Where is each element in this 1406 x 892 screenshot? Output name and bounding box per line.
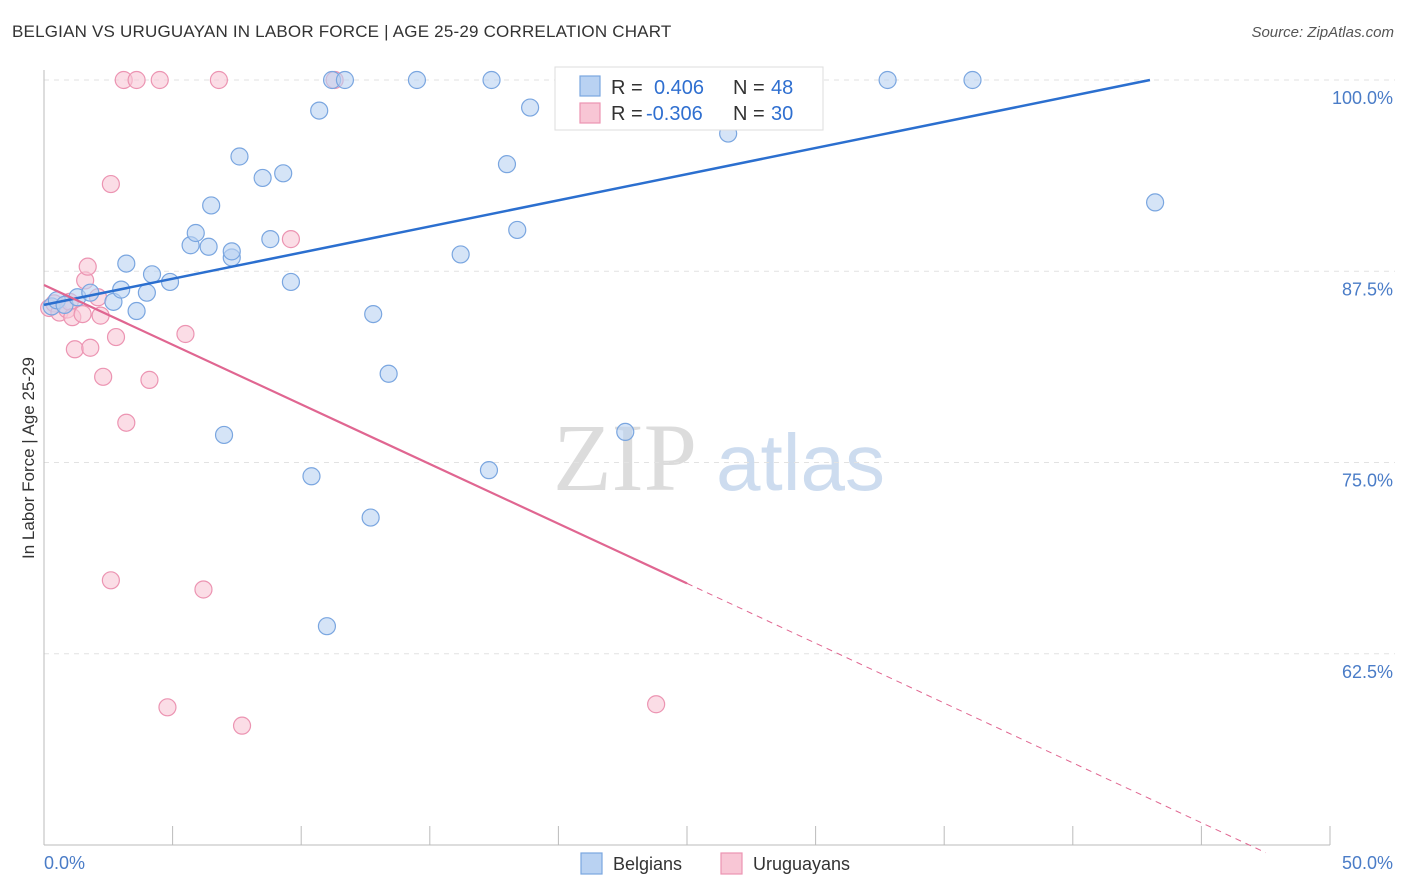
belgian-point-42 bbox=[1147, 194, 1164, 211]
belgian-point-33 bbox=[480, 462, 497, 479]
belgian-point-23 bbox=[311, 102, 328, 119]
belgian-point-28 bbox=[408, 72, 425, 89]
uruguayan-point-24 bbox=[102, 572, 119, 589]
belgian-point-8 bbox=[128, 303, 145, 320]
y-axis-label: In Labor Force | Age 25-29 bbox=[19, 357, 38, 559]
uruguayan-point-17 bbox=[141, 371, 158, 388]
belgian-point-31 bbox=[498, 156, 515, 173]
stats-legend: R = 0.406 N = 48 R = -0.306 N = 30 bbox=[555, 67, 823, 130]
belgian-point-17 bbox=[223, 243, 240, 260]
uruguayan-point-28 bbox=[648, 696, 665, 713]
belgian-point-43 bbox=[216, 426, 233, 443]
scatter-chart: ZIP atlas In Labor Force | Age 25-29 62.… bbox=[0, 0, 1406, 892]
legend-n-value-2: 30 bbox=[771, 103, 793, 125]
uruguayan-point-6 bbox=[66, 341, 83, 358]
belgian-point-9 bbox=[138, 284, 155, 301]
belgian-point-11 bbox=[162, 273, 179, 290]
belgian-point-27 bbox=[380, 365, 397, 382]
uruguayan-point-27 bbox=[234, 717, 251, 734]
legend-n-label-1: N = bbox=[733, 77, 765, 99]
belgian-point-25 bbox=[336, 72, 353, 89]
belgian-point-22 bbox=[282, 273, 299, 290]
belgian-points bbox=[43, 72, 1163, 635]
belgian-point-40 bbox=[879, 72, 896, 89]
belgian-point-10 bbox=[144, 266, 161, 283]
uruguayan-point-18 bbox=[151, 72, 168, 89]
belgian-point-32 bbox=[522, 99, 539, 116]
uruguayan-trend-extension bbox=[687, 583, 1266, 852]
x-ticks bbox=[44, 826, 1330, 845]
belgian-point-26 bbox=[365, 306, 382, 323]
uruguayan-point-9 bbox=[82, 339, 99, 356]
uruguayan-point-22 bbox=[282, 231, 299, 248]
belgian-point-41 bbox=[964, 72, 981, 89]
belgian-point-21 bbox=[275, 165, 292, 182]
legend-swatch-belgians bbox=[580, 76, 600, 96]
uruguayan-point-25 bbox=[195, 581, 212, 598]
uruguayan-point-13 bbox=[102, 176, 119, 193]
uruguayan-point-23 bbox=[118, 414, 135, 431]
gridlines bbox=[44, 80, 1395, 654]
y-tick-label-0: 62.5% bbox=[1342, 662, 1393, 682]
bottom-legend-belgians: Belgians bbox=[613, 854, 682, 874]
belgian-point-45 bbox=[362, 509, 379, 526]
uruguayan-point-12 bbox=[95, 368, 112, 385]
belgian-point-7 bbox=[118, 255, 135, 272]
x-tick-label-min: 0.0% bbox=[44, 853, 85, 873]
legend-r-value-1: 0.406 bbox=[654, 77, 704, 99]
legend-r-label-1: R = bbox=[611, 77, 643, 99]
y-tick-label-2: 87.5% bbox=[1342, 279, 1393, 299]
legend-n-value-1: 48 bbox=[771, 77, 793, 99]
x-tick-label-max: 50.0% bbox=[1342, 853, 1393, 873]
uruguayan-point-16 bbox=[128, 72, 145, 89]
belgian-point-20 bbox=[262, 231, 279, 248]
uruguayan-point-19 bbox=[177, 325, 194, 342]
belgian-point-29 bbox=[452, 246, 469, 263]
y-tick-label-3: 100.0% bbox=[1332, 88, 1393, 108]
y-tick-labels: 62.5% 75.0% 87.5% 100.0% bbox=[1332, 88, 1393, 682]
bottom-legend-uruguayans: Uruguayans bbox=[753, 854, 850, 874]
belgian-point-4 bbox=[82, 284, 99, 301]
legend-swatch-uruguayans bbox=[580, 103, 600, 123]
series-legend: Belgians Uruguayans bbox=[581, 853, 850, 874]
belgian-point-44 bbox=[303, 468, 320, 485]
legend-r-value-2: -0.306 bbox=[646, 103, 703, 125]
uruguayan-point-8 bbox=[79, 258, 96, 275]
belgian-point-46 bbox=[318, 618, 335, 635]
belgian-point-19 bbox=[254, 169, 271, 186]
y-tick-label-1: 75.0% bbox=[1342, 471, 1393, 491]
belgian-point-13 bbox=[187, 225, 204, 242]
legend-n-label-2: N = bbox=[733, 103, 765, 125]
uruguayan-point-29 bbox=[74, 306, 91, 323]
uruguayan-point-26 bbox=[159, 699, 176, 716]
belgian-point-34 bbox=[509, 221, 526, 238]
bottom-legend-swatch-belgians bbox=[581, 853, 602, 874]
belgian-point-30 bbox=[483, 72, 500, 89]
belgian-point-14 bbox=[200, 238, 217, 255]
belgian-point-15 bbox=[203, 197, 220, 214]
bottom-legend-swatch-uruguayans bbox=[721, 853, 742, 874]
watermark-atlas: atlas bbox=[716, 418, 885, 507]
uruguayan-points bbox=[41, 72, 665, 735]
uruguayan-point-20 bbox=[210, 72, 227, 89]
watermark-zip: ZIP bbox=[553, 404, 697, 511]
belgian-point-35 bbox=[617, 423, 634, 440]
belgian-point-18 bbox=[231, 148, 248, 165]
uruguayan-point-14 bbox=[108, 329, 125, 346]
legend-r-label-2: R = bbox=[611, 103, 643, 125]
